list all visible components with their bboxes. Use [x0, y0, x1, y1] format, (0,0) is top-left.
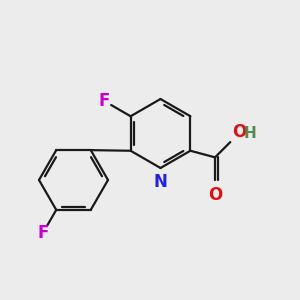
- Text: O: O: [232, 123, 246, 141]
- Text: N: N: [154, 173, 167, 191]
- Text: F: F: [37, 224, 48, 242]
- Text: F: F: [98, 92, 110, 110]
- Text: O: O: [208, 186, 222, 204]
- Text: H: H: [244, 126, 256, 141]
